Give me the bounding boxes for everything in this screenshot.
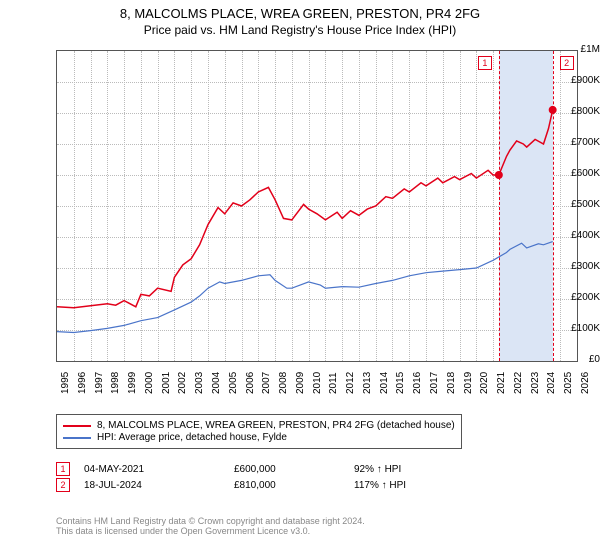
event-date: 18-JUL-2024 xyxy=(84,480,234,491)
xtick-label: 2018 xyxy=(446,372,457,394)
xtick-label: 2014 xyxy=(379,372,390,394)
series-property xyxy=(57,110,553,308)
xtick-label: 1998 xyxy=(110,372,121,394)
xtick-label: 2025 xyxy=(563,372,574,394)
chart-lines xyxy=(57,51,577,361)
ytick-label: £900K xyxy=(550,75,600,86)
ytick-label: £400K xyxy=(550,230,600,241)
event-row: 2 18-JUL-2024£810,000117% ↑ HPI xyxy=(56,478,426,492)
event-id-box: 1 xyxy=(56,462,70,476)
xtick-label: 2011 xyxy=(328,372,339,394)
series-hpi xyxy=(57,242,553,333)
ytick-label: £0 xyxy=(550,354,600,365)
chart-subtitle: Price paid vs. HM Land Registry's House … xyxy=(0,21,600,41)
legend-item: 8, MALCOLMS PLACE, WREA GREEN, PRESTON, … xyxy=(63,420,455,431)
xtick-label: 1995 xyxy=(60,372,71,394)
xtick-label: 1996 xyxy=(77,372,88,394)
xtick-label: 2012 xyxy=(345,372,356,394)
event-pct: 92% ↑ HPI xyxy=(354,464,421,475)
ytick-label: £800K xyxy=(550,106,600,117)
ytick-label: £200K xyxy=(550,292,600,303)
ytick-label: £600K xyxy=(550,168,600,179)
events-table: 1 04-MAY-2021£600,00092% ↑ HPI 2 18-JUL-202… xyxy=(56,460,426,494)
xtick-label: 1997 xyxy=(94,372,105,394)
event-row: 1 04-MAY-2021£600,00092% ↑ HPI xyxy=(56,462,426,476)
plot-area xyxy=(56,50,578,362)
xtick-label: 2024 xyxy=(546,372,557,394)
legend-swatch xyxy=(63,437,91,439)
credits: Contains HM Land Registry data © Crown c… xyxy=(56,516,365,536)
ytick-label: £1M xyxy=(550,44,600,55)
xtick-label: 1999 xyxy=(127,372,138,394)
xtick-label: 2019 xyxy=(463,372,474,394)
xtick-label: 2006 xyxy=(245,372,256,394)
xtick-label: 2002 xyxy=(177,372,188,394)
ytick-label: £500K xyxy=(550,199,600,210)
xtick-label: 2022 xyxy=(513,372,524,394)
marker-label: 1 xyxy=(478,56,492,70)
event-date: 04-MAY-2021 xyxy=(84,464,234,475)
xtick-label: 2008 xyxy=(278,372,289,394)
event-price: £600,000 xyxy=(234,464,354,475)
marker-label: 2 xyxy=(560,56,574,70)
xtick-label: 2000 xyxy=(144,372,155,394)
marker-dot xyxy=(495,171,503,179)
legend-label: 8, MALCOLMS PLACE, WREA GREEN, PRESTON, … xyxy=(97,420,455,431)
xtick-label: 2021 xyxy=(496,372,507,394)
ytick-label: £300K xyxy=(550,261,600,272)
credits-line-1: Contains HM Land Registry data © Crown c… xyxy=(56,516,365,526)
xtick-label: 2007 xyxy=(261,372,272,394)
event-id-box: 2 xyxy=(56,478,70,492)
xtick-label: 2016 xyxy=(412,372,423,394)
legend-swatch xyxy=(63,425,91,427)
chart-title: 8, MALCOLMS PLACE, WREA GREEN, PRESTON, … xyxy=(0,0,600,21)
ytick-label: £100K xyxy=(550,323,600,334)
xtick-label: 2001 xyxy=(161,372,172,394)
xtick-label: 2015 xyxy=(395,372,406,394)
ytick-label: £700K xyxy=(550,137,600,148)
xtick-label: 2003 xyxy=(194,372,205,394)
event-pct: 117% ↑ HPI xyxy=(354,480,426,491)
event-price: £810,000 xyxy=(234,480,354,491)
xtick-label: 2023 xyxy=(530,372,541,394)
xtick-label: 2020 xyxy=(479,372,490,394)
legend-label: HPI: Average price, detached house, Fyld… xyxy=(97,432,287,443)
xtick-label: 2005 xyxy=(228,372,239,394)
xtick-label: 2017 xyxy=(429,372,440,394)
xtick-label: 2026 xyxy=(580,372,591,394)
xtick-label: 2009 xyxy=(295,372,306,394)
legend: 8, MALCOLMS PLACE, WREA GREEN, PRESTON, … xyxy=(56,414,462,449)
credits-line-2: This data is licensed under the Open Gov… xyxy=(56,526,365,536)
xtick-label: 2010 xyxy=(312,372,323,394)
xtick-label: 2004 xyxy=(211,372,222,394)
legend-item: HPI: Average price, detached house, Fyld… xyxy=(63,432,455,443)
xtick-label: 2013 xyxy=(362,372,373,394)
